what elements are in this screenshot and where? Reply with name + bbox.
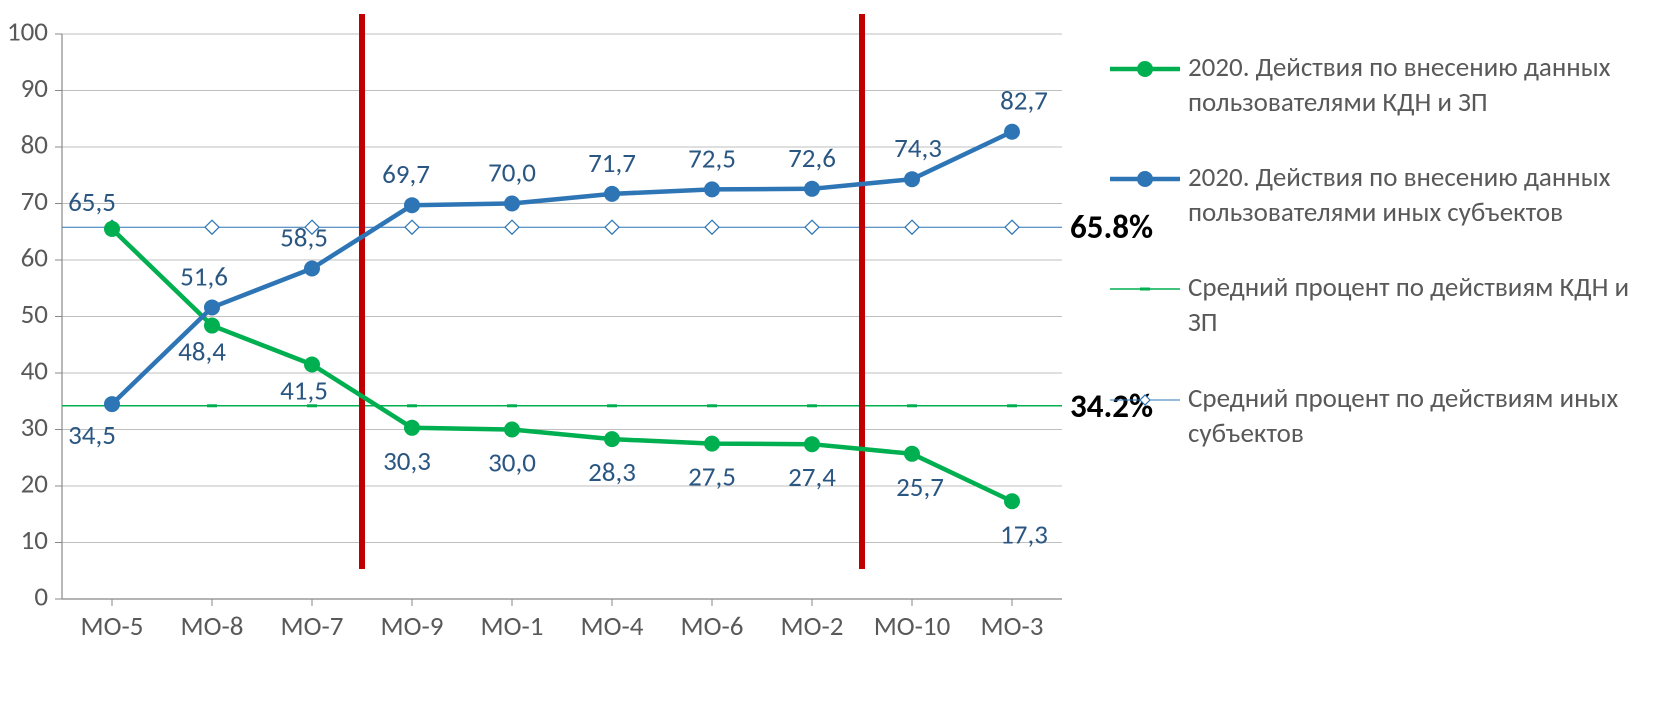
svg-text:25,7: 25,7 xyxy=(896,471,944,504)
svg-text:60: 60 xyxy=(21,241,48,274)
svg-text:20: 20 xyxy=(21,467,48,500)
svg-text:40: 40 xyxy=(21,354,48,387)
legend-text-green: 2020. Действия по внесению данных пользо… xyxy=(1188,50,1630,120)
svg-text:69,7: 69,7 xyxy=(382,158,430,191)
legend: 2020. Действия по внесению данных пользо… xyxy=(1110,50,1630,491)
svg-text:МО-4: МО-4 xyxy=(581,610,644,643)
legend-item-ref-green: Средний процент по действиям КДН и ЗП xyxy=(1110,270,1630,340)
svg-text:65,5: 65,5 xyxy=(68,186,116,219)
svg-text:34,5: 34,5 xyxy=(68,419,116,452)
svg-text:80: 80 xyxy=(21,128,48,161)
svg-text:50: 50 xyxy=(21,298,48,331)
svg-text:48,4: 48,4 xyxy=(178,336,226,369)
svg-text:МО-7: МО-7 xyxy=(281,610,344,643)
svg-text:30,0: 30,0 xyxy=(488,447,536,480)
svg-text:27,4: 27,4 xyxy=(788,461,836,494)
svg-text:51,6: 51,6 xyxy=(180,260,228,293)
legend-text-blue: 2020. Действия по внесению данных пользо… xyxy=(1188,160,1630,230)
legend-marker-green xyxy=(1110,54,1180,84)
legend-item-blue: 2020. Действия по внесению данных пользо… xyxy=(1110,160,1630,230)
svg-text:90: 90 xyxy=(21,72,48,105)
legend-marker-ref-blue xyxy=(1110,385,1180,415)
svg-text:28,3: 28,3 xyxy=(588,456,636,489)
svg-text:58,5: 58,5 xyxy=(280,221,328,254)
svg-text:72,5: 72,5 xyxy=(688,142,736,175)
svg-text:0: 0 xyxy=(34,580,48,613)
svg-text:72,6: 72,6 xyxy=(788,142,836,175)
legend-item-ref-blue: Средний процент по действиям иных субъек… xyxy=(1110,381,1630,451)
svg-text:МО-6: МО-6 xyxy=(681,610,744,643)
svg-text:41,5: 41,5 xyxy=(280,375,328,408)
svg-text:100: 100 xyxy=(7,15,48,48)
svg-text:17,3: 17,3 xyxy=(1000,518,1048,551)
svg-text:МО-9: МО-9 xyxy=(381,610,444,643)
svg-text:30,3: 30,3 xyxy=(383,445,431,478)
svg-text:10: 10 xyxy=(21,524,48,557)
svg-text:27,5: 27,5 xyxy=(688,461,736,494)
svg-text:70,0: 70,0 xyxy=(488,157,536,190)
svg-text:74,3: 74,3 xyxy=(894,132,942,165)
svg-text:71,7: 71,7 xyxy=(588,147,636,180)
legend-text-ref-blue: Средний процент по действиям иных субъек… xyxy=(1188,381,1630,451)
legend-marker-ref-green xyxy=(1110,274,1180,304)
svg-text:МО-2: МО-2 xyxy=(781,610,844,643)
svg-text:МО-5: МО-5 xyxy=(81,610,144,643)
svg-text:МО-10: МО-10 xyxy=(874,610,951,643)
svg-text:МО-8: МО-8 xyxy=(181,610,244,643)
legend-marker-blue xyxy=(1110,164,1180,194)
svg-text:70: 70 xyxy=(21,185,48,218)
legend-item-green: 2020. Действия по внесению данных пользо… xyxy=(1110,50,1630,120)
legend-text-ref-green: Средний процент по действиям КДН и ЗП xyxy=(1188,270,1630,340)
chart-container: 0 10 20 30 40 50 60 70 80 90 100 МО-5 МО-8 МО-7 МО-9 МО… xyxy=(0,0,1655,727)
svg-text:МО-3: МО-3 xyxy=(981,610,1044,643)
svg-text:30: 30 xyxy=(21,411,48,444)
svg-text:МО-1: МО-1 xyxy=(481,610,544,643)
svg-text:82,7: 82,7 xyxy=(1000,85,1048,118)
